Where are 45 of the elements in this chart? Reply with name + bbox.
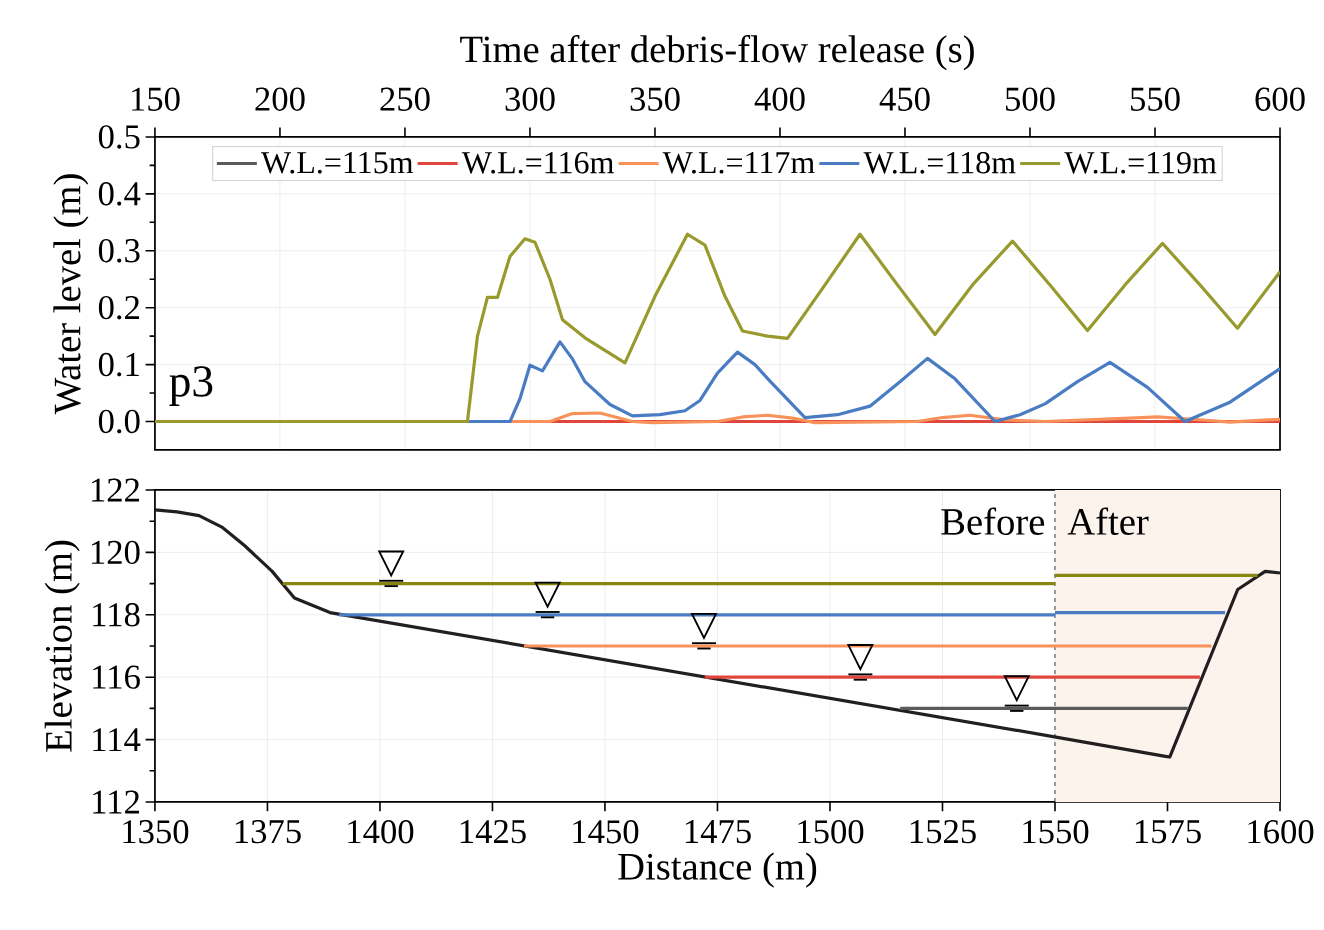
x-tick-label: 600 (1255, 87, 1305, 111)
x-tick-label: 1375 (235, 820, 301, 844)
x-tick-label: 1400 (348, 820, 414, 844)
x-tick-label: 1425 (460, 820, 526, 844)
x-tick-label: 1525 (910, 820, 976, 844)
x-tick-label: 350 (630, 87, 680, 111)
x-tick-label: 400 (754, 87, 805, 111)
x-tick-label: 250 (380, 87, 430, 111)
y-tick-label: 0.2 (98, 295, 139, 320)
y-tick-label: 0.5 (98, 125, 140, 149)
legend-label: W.L.=118m (863, 151, 1016, 174)
x-tick-label: 1350 (123, 820, 189, 844)
x-tick-label: 550 (1131, 87, 1180, 111)
y-tick-label: 118 (93, 603, 140, 627)
x-tick-label: 1450 (573, 820, 639, 844)
x-tick-label: 1500 (798, 820, 864, 844)
x-tick-label: 200 (255, 87, 305, 111)
x-tick-label: 1475 (685, 820, 751, 844)
legend-label: W.L.=119m (1064, 151, 1217, 174)
legend-label: W.L.=115m (261, 152, 414, 174)
x-tick-label: 1575 (1135, 820, 1201, 844)
ref-line-label: Before (941, 507, 1045, 535)
x-tick-label: 450 (879, 87, 930, 111)
legend-label: W.L.=116m (461, 151, 614, 174)
y-tick-label: 120 (91, 540, 140, 565)
x-axis-title: Distance (m) (618, 852, 817, 888)
x-tick-label: 500 (1006, 87, 1055, 111)
x-tick-label: 1600 (1248, 820, 1314, 844)
y-tick-label: 0.1 (98, 352, 139, 377)
y-tick-label: 114 (93, 728, 141, 752)
y-tick-label: 122 (91, 478, 139, 502)
y-tick-label: 0.4 (98, 182, 141, 206)
x-axis-title: Time after debris-flow release (s) (460, 34, 974, 71)
annotation: p3 (169, 366, 213, 406)
y-axis-title: Water level (m) (53, 174, 89, 415)
x-tick-label: 1550 (1023, 820, 1089, 844)
y-tick-label: 0.0 (98, 409, 140, 434)
x-tick-label: 150 (131, 87, 180, 111)
band-label: After (1067, 507, 1149, 535)
y-tick-label: 116 (93, 665, 140, 689)
y-tick-label: 0.3 (98, 238, 140, 263)
x-tick-label: 300 (505, 87, 555, 111)
y-axis-title: Elevation (m) (44, 540, 80, 752)
legend-label: W.L.=117m (662, 152, 815, 174)
y-tick-label: 112 (93, 790, 139, 814)
